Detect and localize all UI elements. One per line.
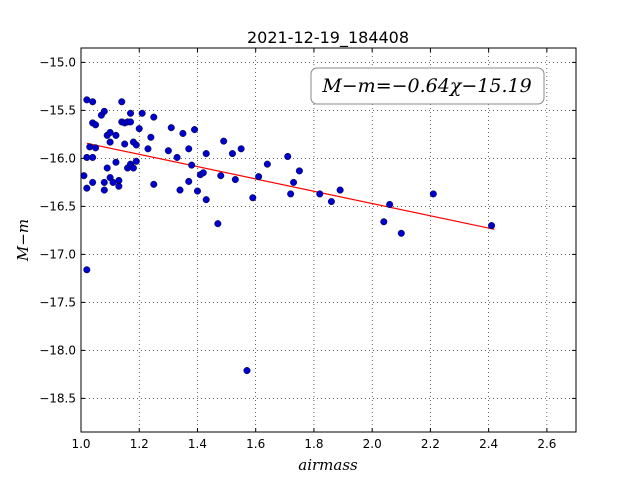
x-tick-label: 2.6	[537, 437, 556, 451]
data-point	[386, 200, 394, 208]
fit-equation-text: M−m=−0.64χ−15.19	[321, 75, 531, 97]
data-point	[92, 121, 100, 129]
y-tick-label: −15.0	[39, 55, 76, 69]
data-point	[380, 218, 388, 226]
x-tick-label: 1.4	[188, 437, 207, 451]
data-point	[284, 152, 292, 160]
data-point	[109, 178, 117, 186]
data-point	[100, 178, 108, 186]
data-point	[126, 109, 134, 117]
y-tick-label: −16.5	[39, 199, 76, 213]
data-point	[316, 190, 324, 198]
fit-line	[86, 142, 495, 230]
fit-equation-box	[310, 67, 545, 105]
y-tick-label: −18.5	[39, 391, 76, 405]
data-point	[243, 367, 251, 375]
data-points	[80, 96, 496, 375]
data-point	[327, 198, 335, 206]
data-point	[121, 140, 129, 148]
data-point	[220, 137, 228, 145]
x-tick-label: 2.4	[479, 437, 498, 451]
data-point	[295, 167, 303, 175]
y-axis-ticks: −15.0 −15.5 −16.0 −16.5 −17.0 −17.5 −18.0 −18.5	[39, 55, 576, 405]
data-point	[112, 158, 120, 166]
data-point	[103, 164, 111, 172]
data-point	[249, 194, 257, 202]
data-point	[202, 196, 210, 204]
data-point	[147, 133, 155, 141]
data-point	[164, 147, 172, 155]
x-axis-label: airmass	[298, 456, 358, 474]
data-point	[429, 190, 437, 198]
y-axis-label: M−m	[14, 219, 32, 262]
data-point	[287, 190, 295, 198]
data-point	[150, 113, 158, 121]
data-point	[118, 98, 126, 106]
data-point	[132, 141, 140, 149]
data-point	[397, 229, 405, 237]
data-point	[336, 186, 344, 194]
data-point	[214, 220, 222, 228]
y-tick-label: −17.5	[39, 295, 76, 309]
x-axis-ticks: 1.0 1.2 1.4 1.6 1.8 2.0 2.2 2.4 2.6	[71, 48, 556, 451]
data-point	[89, 153, 97, 161]
data-point	[193, 187, 201, 195]
y-tick-label: −18.0	[39, 343, 76, 357]
data-point	[92, 144, 100, 152]
data-point	[126, 118, 134, 126]
data-point	[100, 107, 108, 115]
chart-title: 2021-12-19_184408	[247, 28, 409, 48]
data-point	[188, 161, 196, 169]
data-point	[199, 169, 207, 177]
y-tick-label: −15.5	[39, 103, 76, 117]
data-point	[129, 164, 137, 172]
y-tick-label: −17.0	[39, 247, 76, 261]
data-point	[115, 176, 123, 184]
data-point	[202, 150, 210, 158]
data-point	[83, 266, 91, 274]
data-point	[167, 124, 175, 132]
x-tick-label: 1.2	[130, 437, 149, 451]
data-point	[86, 143, 94, 151]
data-point	[106, 138, 114, 146]
x-tick-label: 1.0	[71, 437, 90, 451]
data-point	[144, 145, 152, 153]
data-point	[173, 153, 181, 161]
data-point	[290, 178, 298, 186]
data-point	[150, 180, 158, 188]
data-point	[488, 222, 496, 230]
data-point	[100, 186, 108, 194]
data-point	[231, 176, 239, 184]
x-tick-label: 1.8	[304, 437, 323, 451]
data-point	[179, 129, 187, 137]
data-point	[228, 150, 236, 158]
data-point	[176, 186, 184, 194]
data-point	[191, 126, 199, 134]
plot-frame	[80, 47, 577, 433]
y-tick-label: −16.0	[39, 151, 76, 165]
x-tick-label: 2.0	[363, 437, 382, 451]
data-point	[80, 172, 88, 180]
data-point	[83, 184, 91, 192]
data-point	[106, 128, 114, 136]
data-point	[83, 153, 91, 161]
data-point	[255, 173, 263, 181]
data-point	[89, 98, 97, 106]
data-point	[132, 157, 140, 165]
fit-line-group	[86, 142, 495, 230]
x-tick-label: 1.6	[246, 437, 265, 451]
data-point	[135, 125, 143, 133]
x-tick-label: 2.2	[421, 437, 440, 451]
data-point	[263, 160, 271, 168]
data-point	[217, 172, 225, 180]
data-point	[138, 109, 146, 117]
grid-lines	[81, 48, 576, 432]
data-point	[185, 177, 193, 185]
data-point	[237, 145, 245, 153]
data-point	[185, 145, 193, 153]
data-point	[83, 96, 91, 104]
data-point	[112, 131, 120, 139]
data-point	[89, 178, 97, 186]
